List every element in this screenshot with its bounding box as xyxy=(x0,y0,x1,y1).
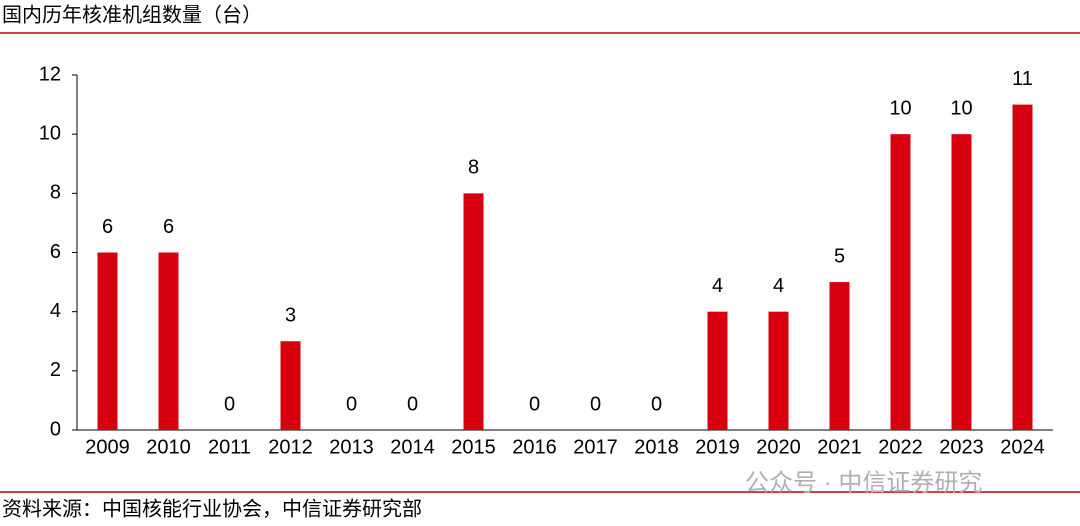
y-tick-label: 0 xyxy=(50,418,61,440)
data-label: 8 xyxy=(468,157,479,179)
x-tick-label: 2023 xyxy=(939,436,984,458)
bar xyxy=(97,252,118,430)
bar xyxy=(463,193,484,430)
y-tick-label: 2 xyxy=(50,359,61,381)
bar xyxy=(829,282,850,430)
watermark: 公众号 · 中信证券研究 xyxy=(745,469,982,496)
y-tick-label: 10 xyxy=(39,122,61,144)
data-label: 6 xyxy=(102,216,113,238)
data-label: 0 xyxy=(590,393,601,415)
data-label: 0 xyxy=(651,393,662,415)
x-tick-label: 2015 xyxy=(451,436,496,458)
x-tick-label: 2021 xyxy=(817,436,862,458)
x-tick-label: 2019 xyxy=(695,436,740,458)
bar xyxy=(890,134,911,430)
bar xyxy=(707,311,728,430)
x-tick-label: 2013 xyxy=(329,436,374,458)
y-tick-label: 8 xyxy=(50,182,61,204)
x-tick-label: 2017 xyxy=(573,436,618,458)
x-tick-label: 2009 xyxy=(85,436,130,458)
data-label: 4 xyxy=(773,275,784,297)
data-label: 11 xyxy=(1012,68,1033,90)
data-label: 6 xyxy=(163,216,174,238)
data-label: 3 xyxy=(285,305,296,327)
x-tick-label: 2022 xyxy=(878,436,923,458)
bar xyxy=(1012,104,1033,430)
data-label: 10 xyxy=(950,97,972,119)
data-label: 10 xyxy=(889,97,911,119)
data-label: 0 xyxy=(346,393,357,415)
x-tick-label: 2010 xyxy=(146,436,191,458)
source-note: 资料来源：中国核能行业协会，中信证券研究部 xyxy=(2,497,422,520)
y-tick-label: 4 xyxy=(50,300,61,322)
data-label: 5 xyxy=(834,245,845,267)
chart-title: 国内历年核准机组数量（台） xyxy=(2,3,262,26)
y-tick-label: 12 xyxy=(39,63,61,85)
x-tick-label: 2018 xyxy=(634,436,679,458)
x-tick-label: 2014 xyxy=(390,436,435,458)
x-tick-label: 2012 xyxy=(268,436,313,458)
bar xyxy=(768,311,789,430)
data-label: 4 xyxy=(712,275,723,297)
bar xyxy=(158,252,179,430)
x-tick-label: 2020 xyxy=(756,436,801,458)
x-tick-label: 2016 xyxy=(512,436,557,458)
data-label: 0 xyxy=(224,393,235,415)
data-label: 0 xyxy=(529,393,540,415)
data-label: 0 xyxy=(407,393,418,415)
bar xyxy=(951,134,972,430)
x-tick-label: 2024 xyxy=(1000,436,1045,458)
y-tick-label: 6 xyxy=(50,241,61,263)
bar xyxy=(280,341,301,430)
x-tick-label: 2011 xyxy=(208,436,251,458)
